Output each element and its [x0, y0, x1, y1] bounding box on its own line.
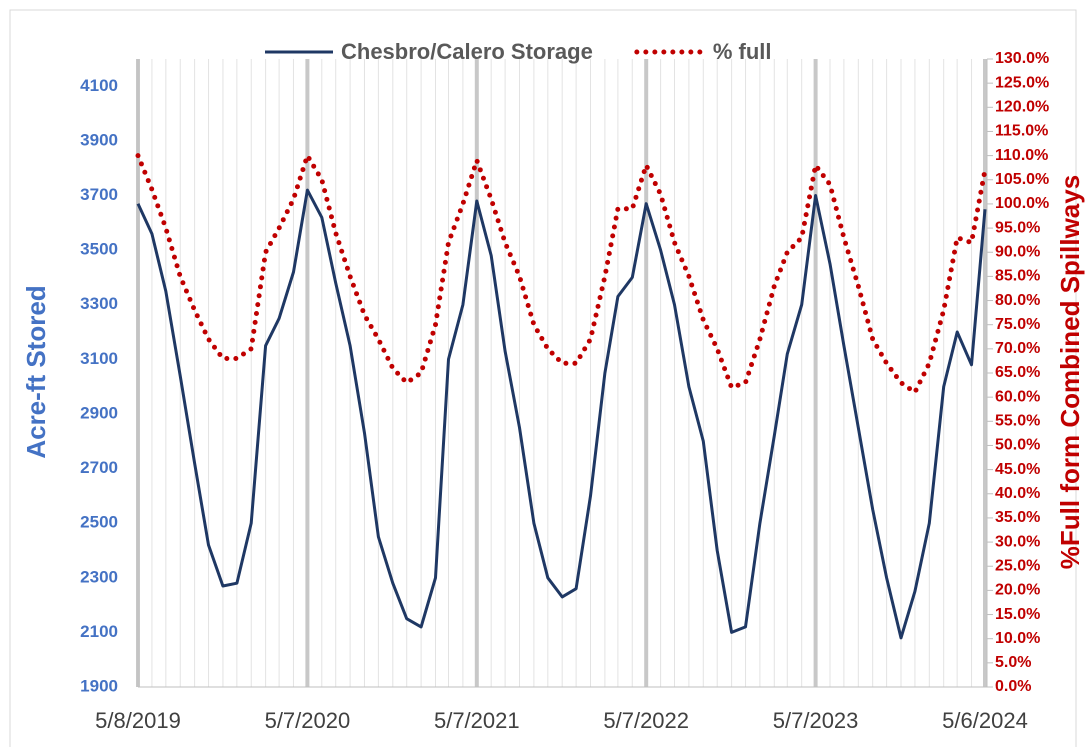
y2-tick-label: 105.0%: [995, 171, 1049, 188]
x-tick-label: 5/6/2024: [942, 708, 1028, 733]
chart-frame: [9, 9, 1077, 747]
y2-tick-label: 50.0%: [995, 437, 1040, 454]
y-axis-title: Acre-ft Stored: [21, 285, 51, 458]
y2-axis-title: %Full form Combined Spillways: [1055, 175, 1085, 569]
y2-tick-label: 5.0%: [995, 654, 1031, 671]
y-tick-label: 2900: [80, 403, 118, 422]
y2-tick-label: 120.0%: [995, 99, 1049, 116]
y2-tick-label: 130.0%: [995, 50, 1049, 67]
legend-label: Chesbro/Calero Storage: [341, 39, 593, 64]
y2-tick-label: 25.0%: [995, 557, 1040, 574]
y2-tick-label: 45.0%: [995, 461, 1040, 478]
y2-tick-label: 70.0%: [995, 340, 1040, 357]
y-tick-label: 2500: [80, 513, 118, 532]
y2-tick-label: 115.0%: [995, 123, 1048, 140]
y2-tick-label: 100.0%: [995, 195, 1049, 212]
x-tick-label: 5/7/2023: [773, 708, 859, 733]
y-tick-label: 3900: [80, 130, 118, 149]
series-line: [135, 153, 988, 395]
y-tick-label: 3300: [80, 294, 118, 313]
y-tick-label: 3700: [80, 185, 118, 204]
y2-tick-label: 95.0%: [995, 219, 1040, 236]
y2-tick-label: 110.0%: [995, 147, 1048, 164]
y2-tick-label: 125.0%: [995, 74, 1049, 91]
y2-tick-label: 65.0%: [995, 364, 1040, 381]
x-tick-label: 5/7/2020: [265, 708, 351, 733]
y2-tick-label: 80.0%: [995, 292, 1040, 309]
series-line: [136, 188, 987, 640]
x-tick-label: 5/7/2022: [603, 708, 689, 733]
x-tick-label: 5/8/2019: [95, 708, 181, 733]
y2-tick-label: 85.0%: [995, 268, 1040, 285]
y2-tick-label: 15.0%: [995, 606, 1040, 623]
x-tick-label: 5/7/2021: [434, 708, 520, 733]
y-tick-label: 2300: [80, 567, 118, 586]
y2-tick-label: 55.0%: [995, 413, 1040, 430]
y-tick-label: 3100: [80, 349, 118, 368]
legend-label: % full: [713, 39, 772, 64]
y2-tick-label: 90.0%: [995, 243, 1040, 260]
y2-tick-label: 35.0%: [995, 509, 1040, 526]
y-tick-label: 2100: [80, 622, 118, 641]
y2-tick-label: 10.0%: [995, 630, 1040, 647]
y-tick-label: 2700: [80, 458, 118, 477]
y-tick-label: 3500: [80, 240, 118, 259]
y2-tick-label: 30.0%: [995, 533, 1040, 550]
y2-tick-label: 0.0%: [995, 678, 1031, 695]
y-tick-label: 4100: [80, 76, 118, 95]
y-tick-label: 1900: [80, 676, 118, 695]
y2-tick-label: 60.0%: [995, 388, 1040, 405]
y2-tick-label: 75.0%: [995, 316, 1040, 333]
y2-tick-label: 40.0%: [995, 485, 1040, 502]
y2-tick-label: 20.0%: [995, 582, 1040, 599]
